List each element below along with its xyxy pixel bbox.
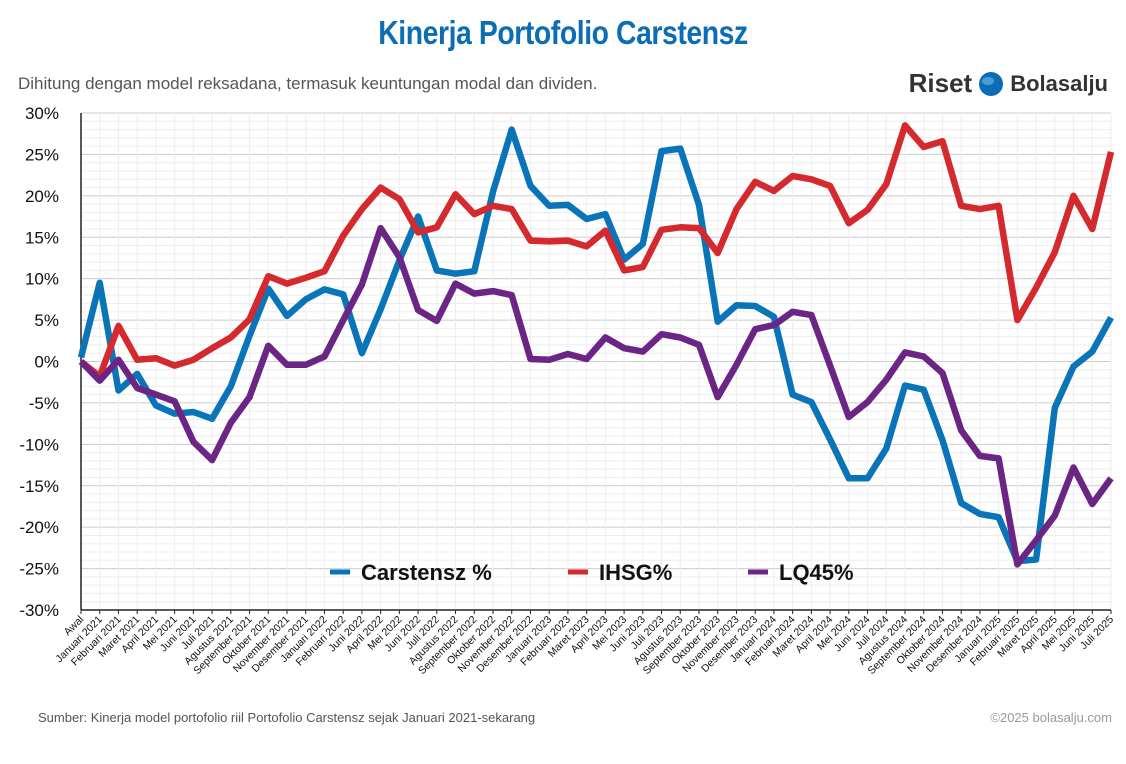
y-axis: 30% 25% 20% 15% 10% 5% 0% -5% -10% -15% -20% -25% -3…: [19, 104, 59, 620]
y-tick-label: -10%: [19, 435, 59, 454]
y-tick-label: -25%: [19, 560, 59, 579]
legend-label: LQ45%: [779, 560, 854, 585]
brand-logo: Riset Bolasalju: [909, 68, 1108, 99]
legend-label: Carstensz %: [361, 560, 492, 585]
chart-title: Kinerja Portofolio Carstensz: [378, 14, 748, 51]
y-tick-label: -20%: [19, 518, 59, 537]
brand-bolasalju-text: Bolasalju: [1010, 70, 1108, 96]
y-tick-label: 10%: [25, 270, 59, 289]
y-tick-label: 0%: [34, 353, 59, 372]
y-tick-label: 15%: [25, 228, 59, 247]
series-line-lq45: [78, 224, 1114, 568]
source-note: Sumber: Kinerja model portofolio riil Po…: [38, 710, 536, 725]
copyright-note: ©2025 bolasalju.com: [990, 710, 1112, 725]
y-tick-label: -30%: [19, 601, 59, 620]
chart-grid: [80, 112, 1112, 611]
y-tick-label: -5%: [29, 394, 59, 413]
y-tick-label: 5%: [34, 311, 59, 330]
y-tick-label: 20%: [25, 187, 59, 206]
legend-label: IHSG%: [599, 560, 672, 585]
series-line-ihsg: [78, 122, 1115, 380]
series-line-carstensz: [77, 126, 1114, 565]
y-tick-label: 25%: [25, 145, 59, 164]
y-tick-label: 30%: [25, 104, 59, 123]
y-tick-label: -15%: [19, 477, 59, 496]
globe-icon: [979, 71, 1004, 96]
chart-subtitle: Dihitung dengan model reksadana, termasu…: [18, 74, 598, 93]
brand-riset-text: Riset: [908, 68, 973, 98]
chart-legend: Carstensz % IHSG% LQ45%: [330, 560, 854, 585]
series-lines: [77, 122, 1115, 568]
